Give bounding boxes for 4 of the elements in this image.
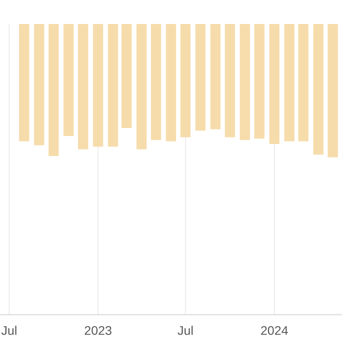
- x-tick-label: Jul: [178, 326, 193, 335]
- x-tick-label: Jul: [1, 326, 16, 335]
- x-tick-label: 2024: [261, 326, 288, 335]
- x-tick-label: 2023: [84, 326, 112, 335]
